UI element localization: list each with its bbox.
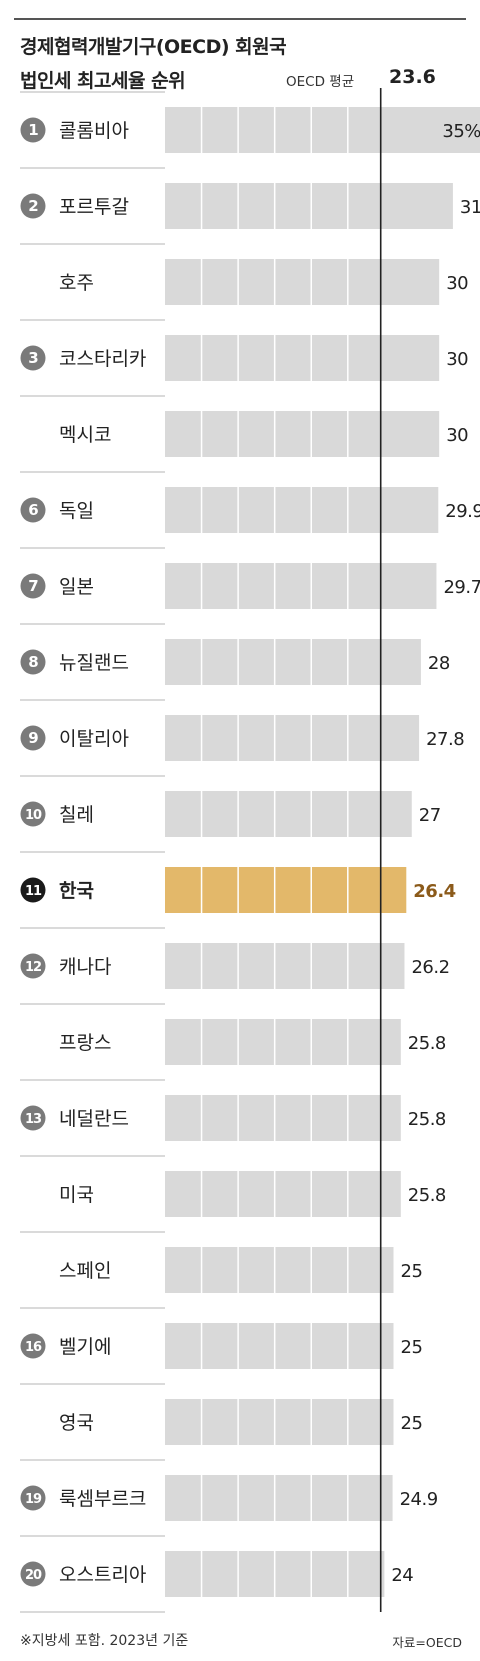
- value-label: 28: [428, 653, 450, 674]
- bar: [165, 335, 440, 381]
- rank-badge: [20, 345, 46, 371]
- bar: [165, 259, 440, 305]
- country-label: 프랑스: [59, 1032, 111, 1054]
- country-label: 미국: [59, 1184, 94, 1206]
- bar: [165, 411, 440, 457]
- value-label: 26.2: [411, 957, 449, 978]
- value-label: 25: [401, 1337, 423, 1358]
- rank-badge: [20, 1105, 46, 1131]
- rank-badge: [20, 193, 46, 219]
- value-label: 25.8: [408, 1185, 446, 1206]
- value-label: 25.8: [408, 1033, 446, 1054]
- country-label: 호주: [59, 272, 94, 294]
- rank-badge: [20, 117, 46, 143]
- country-label: 멕시코: [59, 424, 111, 446]
- value-label: 26.4: [413, 881, 455, 902]
- value-label: 27: [419, 805, 441, 826]
- rank-badge: [20, 1485, 46, 1511]
- value-label: 30: [446, 273, 468, 294]
- bar: [165, 563, 437, 609]
- rank-badge: [20, 649, 46, 675]
- value-label: 25: [401, 1261, 423, 1282]
- rank-number: 9: [28, 729, 38, 747]
- rank-number: 16: [25, 1340, 42, 1355]
- country-label: 일본: [59, 576, 94, 598]
- rank-number: 11: [25, 884, 42, 899]
- value-label: 24.9: [400, 1489, 438, 1510]
- rank-number: 19: [25, 1492, 42, 1507]
- bar: [165, 1019, 401, 1065]
- bar: [165, 791, 412, 837]
- value-label: 35%: [442, 121, 480, 142]
- value-label: 29.7: [443, 577, 480, 598]
- rank-number: 12: [25, 960, 41, 975]
- value-label: 24: [391, 1565, 413, 1586]
- rank-badge: [20, 497, 46, 523]
- value-label: 30: [446, 425, 468, 446]
- country-label: 영국: [59, 1412, 94, 1434]
- chart-title-line2: 법인세 최고세율 순위: [20, 70, 186, 92]
- country-label: 뉴질랜드: [59, 652, 129, 674]
- rank-badge: [20, 573, 46, 599]
- rank-number: 2: [28, 197, 38, 215]
- country-label: 이탈리아: [59, 728, 129, 750]
- top-rule: [14, 18, 466, 20]
- average-value: 23.6: [389, 66, 436, 88]
- chart-title-line1: 경제협력개발기구(OECD) 회원국: [20, 36, 287, 58]
- rank-number: 13: [25, 1112, 42, 1127]
- rank-badge: [20, 801, 46, 827]
- rank-number: 1: [28, 121, 38, 139]
- country-label: 콜롬비아: [59, 120, 129, 142]
- rank-number: 7: [28, 577, 38, 595]
- country-label: 포르투갈: [59, 196, 129, 218]
- rank-badge: [20, 1561, 46, 1587]
- average-label: OECD 평균: [286, 74, 355, 90]
- country-label: 칠레: [59, 804, 94, 826]
- rank-number: 6: [28, 501, 38, 519]
- country-label: 독일: [59, 500, 94, 522]
- country-label: 캐나다: [59, 956, 111, 978]
- rank-badge: [20, 1333, 46, 1359]
- bar: [165, 867, 407, 913]
- footnote: ※지방세 포함. 2023년 기준: [20, 1633, 189, 1649]
- bar: [165, 1475, 393, 1521]
- bar: [165, 1323, 394, 1369]
- value-label: 25: [401, 1413, 423, 1434]
- value-label: 27.8: [426, 729, 464, 750]
- country-label: 네덜란드: [59, 1108, 129, 1130]
- country-label: 오스트리아: [59, 1564, 146, 1586]
- bar: [165, 1247, 394, 1293]
- country-label: 벨기에: [59, 1336, 111, 1358]
- bar: [165, 639, 421, 685]
- country-label: 코스타리카: [59, 348, 146, 370]
- value-label: 29.9: [445, 501, 480, 522]
- bar: [165, 1171, 401, 1217]
- bar: [165, 1399, 394, 1445]
- country-label: 한국: [59, 880, 94, 902]
- country-label: 룩셈부르크: [59, 1488, 146, 1510]
- value-label: 31.5: [460, 197, 480, 218]
- bar: [165, 943, 405, 989]
- rank-number: 3: [28, 349, 38, 367]
- bar: [165, 107, 480, 153]
- rank-badge: [20, 877, 46, 903]
- bar: [165, 715, 420, 761]
- rank-number: 20: [25, 1568, 42, 1583]
- bar: [165, 183, 453, 229]
- rank-number: 8: [28, 653, 38, 671]
- bar: [165, 487, 439, 533]
- bar: [165, 1095, 401, 1141]
- value-label: 30: [446, 349, 468, 370]
- country-label: 스페인: [59, 1260, 111, 1282]
- rank-badge: [20, 953, 46, 979]
- value-label: 25.8: [408, 1109, 446, 1130]
- rank-number: 10: [25, 808, 42, 823]
- source-note: 자료=OECD: [392, 1635, 462, 1650]
- rank-badge: [20, 725, 46, 751]
